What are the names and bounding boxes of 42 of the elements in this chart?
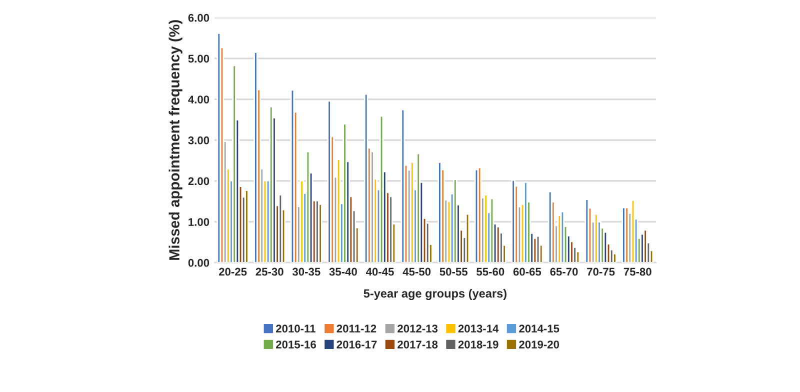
x-tick-label: 65-70 xyxy=(550,268,578,276)
bar xyxy=(327,100,332,263)
bar xyxy=(484,194,488,263)
legend-label: 2014-15 xyxy=(519,324,560,333)
legend-label: 2018-19 xyxy=(458,340,498,348)
bar xyxy=(465,213,470,263)
x-tick-label: 40-45 xyxy=(366,268,394,276)
bar xyxy=(244,190,249,263)
bar xyxy=(342,123,347,263)
y-axis-title: Missed appointment frequency (%) xyxy=(168,20,182,260)
x-tick-label: 35-40 xyxy=(329,268,357,276)
x-tick-label: 25-30 xyxy=(256,268,284,276)
bar xyxy=(612,252,617,263)
legend-label: 2015-16 xyxy=(276,340,316,348)
y-tick-label: 6.00 xyxy=(188,14,210,22)
y-tick-label: 2.00 xyxy=(188,177,210,186)
x-tick-label: 70-75 xyxy=(587,268,615,276)
x-tick-label: 20-25 xyxy=(218,268,247,276)
bar xyxy=(318,204,322,263)
x-tick-label: 45-50 xyxy=(402,268,431,276)
y-tick-label: 1.00 xyxy=(188,218,210,226)
legend-label: 2016-17 xyxy=(336,340,377,348)
x-axis-title: 5-year age groups (years) xyxy=(364,288,506,300)
x-tick-label: 50-55 xyxy=(440,268,468,276)
x-tick-label: 60-65 xyxy=(513,268,542,276)
legend-label: 2017-18 xyxy=(398,340,438,348)
bar xyxy=(370,150,374,263)
legend-label: 2012-13 xyxy=(398,324,438,333)
x-tick-label: 55-60 xyxy=(476,268,504,276)
y-tick-label: 0.00 xyxy=(188,258,210,267)
x-tick-label: 30-35 xyxy=(292,268,320,276)
bar xyxy=(388,196,393,263)
y-tick-label: 4.00 xyxy=(188,96,210,104)
legend-label: 2013-14 xyxy=(458,324,499,333)
y-tick-label: 5.00 xyxy=(188,54,210,63)
legend-label: 2010-11 xyxy=(276,324,316,333)
bar xyxy=(643,229,648,263)
y-tick-label: 3.00 xyxy=(188,136,210,144)
legend-label: 2019-20 xyxy=(519,340,560,348)
x-tick-label: 75-80 xyxy=(624,268,652,276)
legend-label: 2011-12 xyxy=(336,324,376,333)
bar xyxy=(576,250,580,263)
